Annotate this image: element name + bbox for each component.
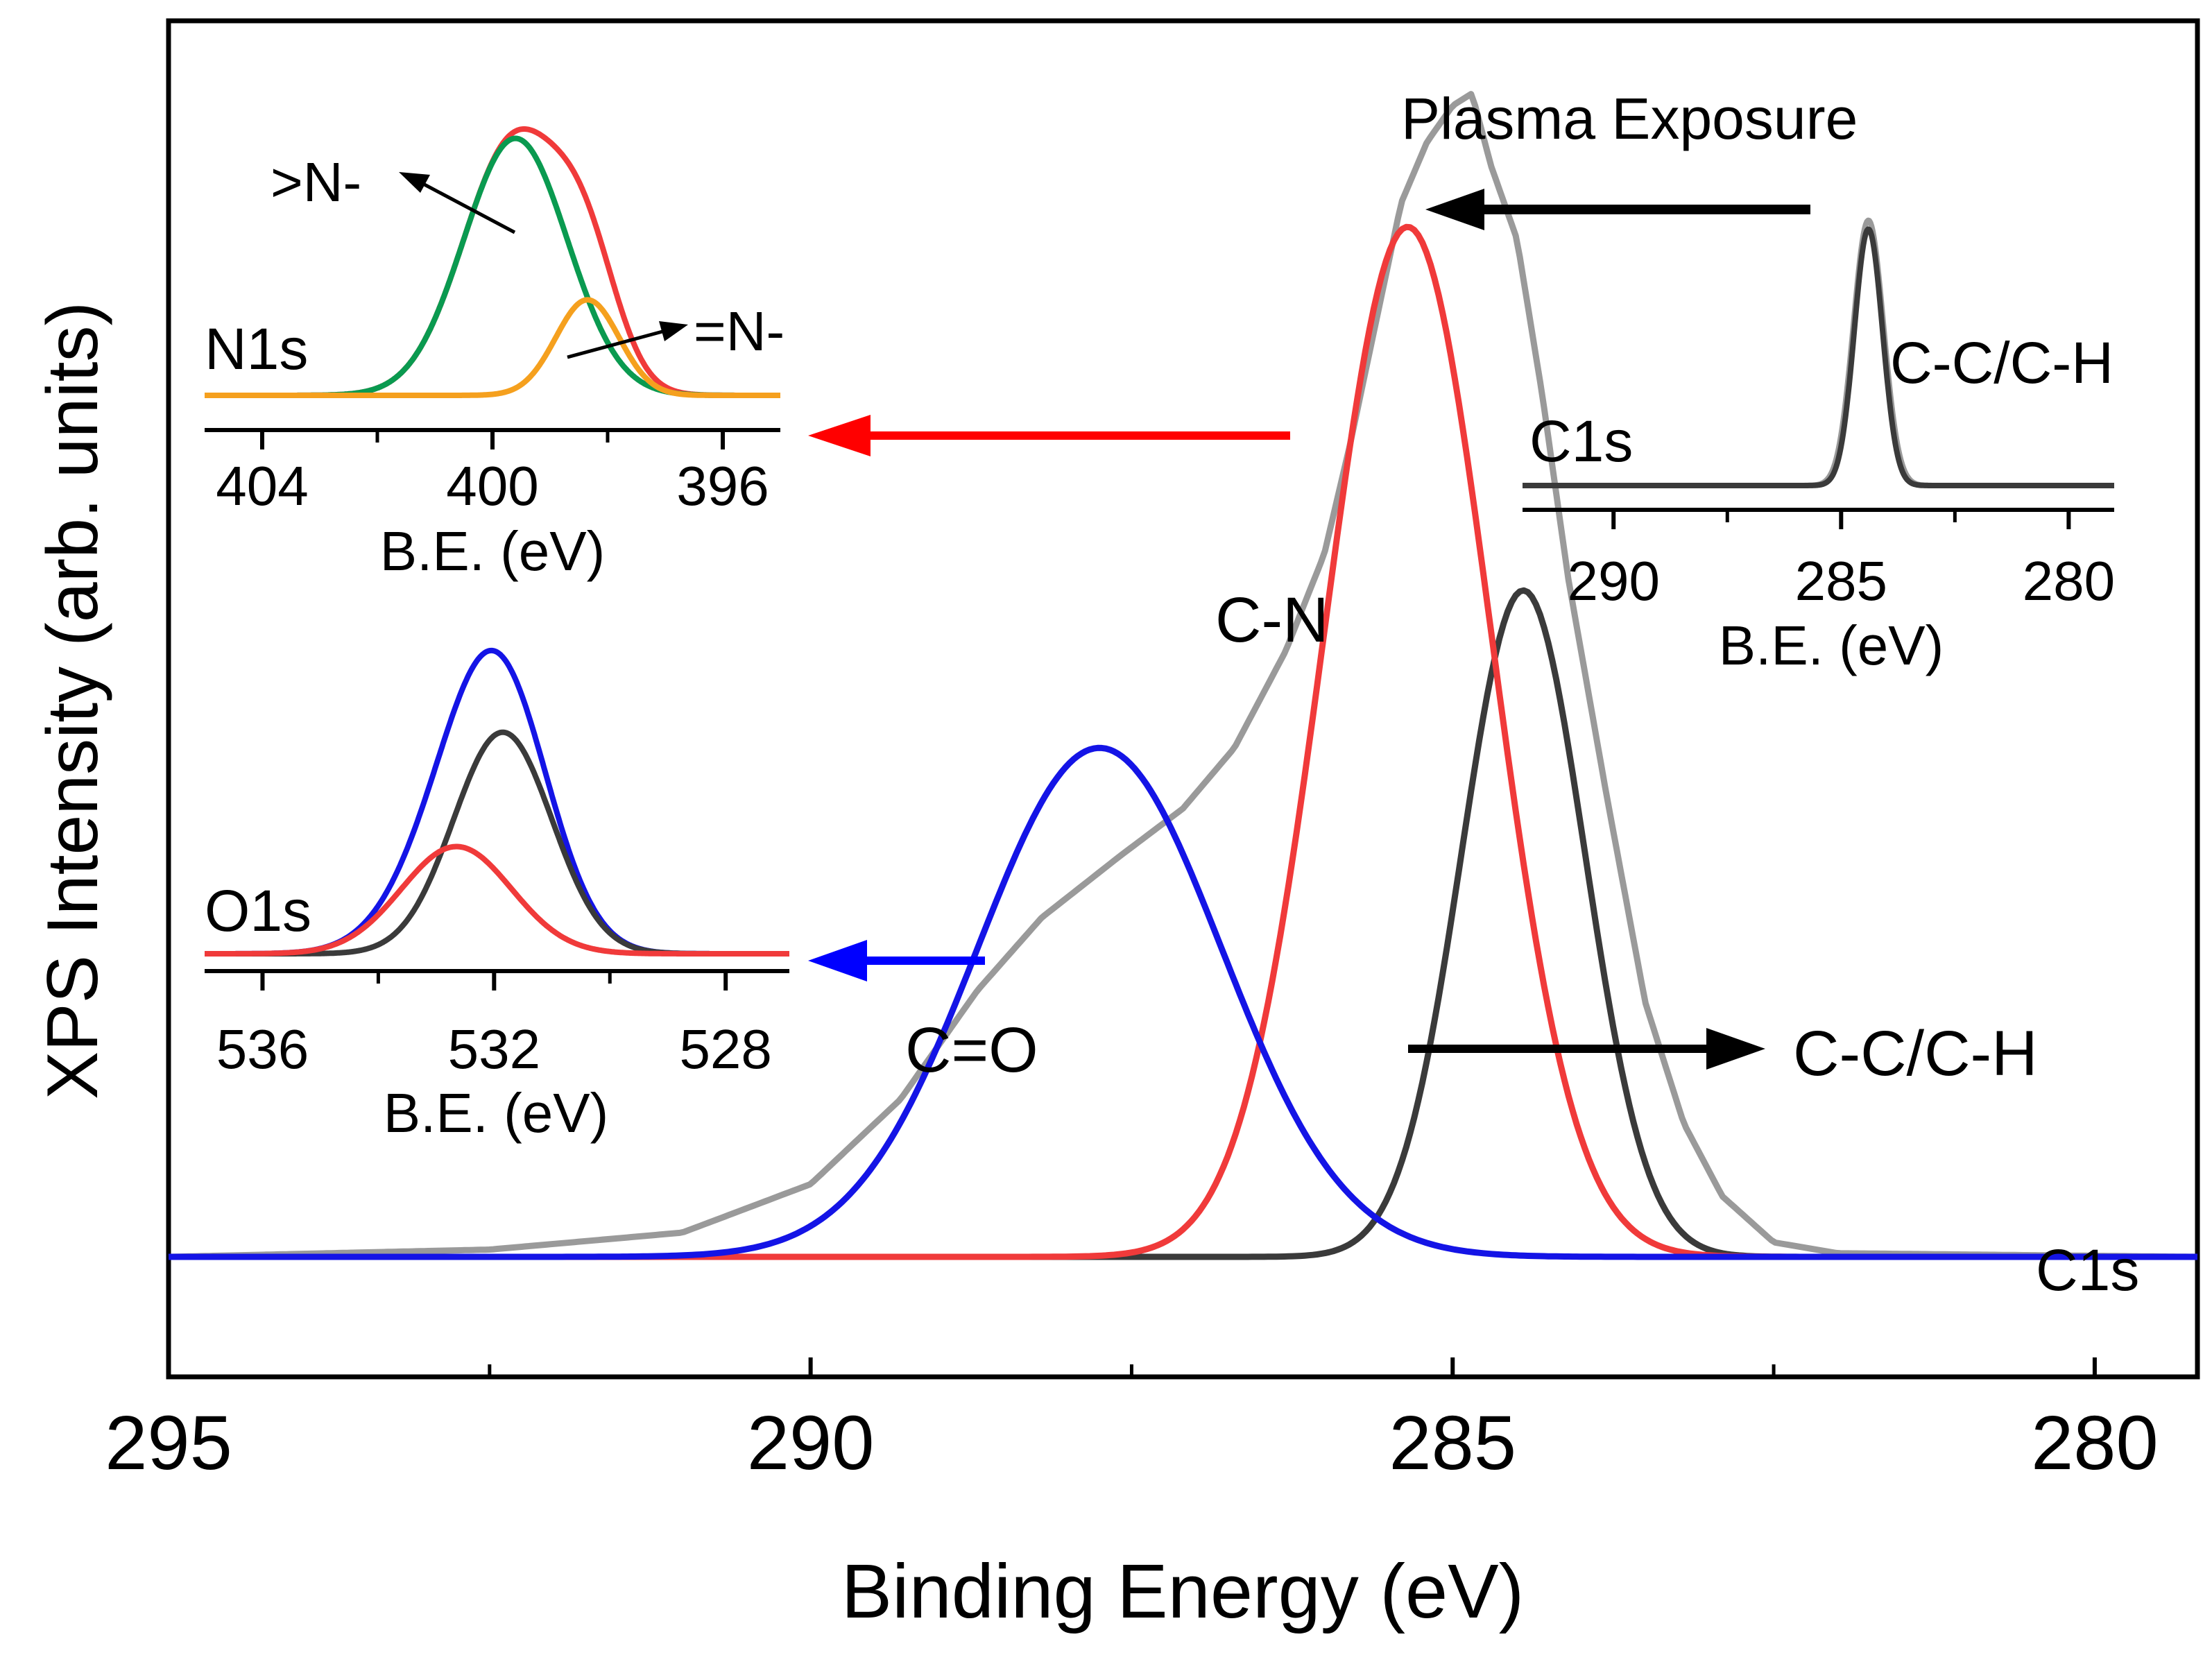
o1s-label: O1s [205,878,311,943]
main-curves [168,91,2198,1260]
c1s_inset-series-c-c-c-h-fit-before-plasma- [1520,226,2116,488]
plasma-exposure-label: Plasma Exposure [1401,86,1858,151]
c1s-main-label: C1s [2036,1237,2139,1303]
n1s-label: N1s [205,316,308,381]
n1s_inset-tick-label: 396 [676,455,769,517]
n1s-tertiary-n-label: >N- [271,151,361,213]
n1s-imine-n-label: =N- [694,300,785,362]
n1s-xlabel: B.E. (eV) [380,520,606,582]
o1s-x-ticks: 536 532 528 [216,971,772,1080]
main-xlabel: Binding Energy (eV) [841,1549,1524,1634]
cc-label-arrow [1408,1028,1765,1070]
co-peak-label: C=O [905,1015,1038,1086]
c1s_inset-tick-label: 280 [2023,550,2115,612]
o1s_inset-tick-label: 532 [448,1018,540,1080]
cn-to-n1s-arrow [808,415,1290,456]
c1s-inset: 290 285 280 C1s B.E. (eV) C-C/C-H [1520,217,2116,676]
c1s-x-ticks: 290 285 280 [1567,510,2115,612]
o1s_inset-tick-label: 536 [216,1018,309,1080]
c1s-inset-xlabel: B.E. (eV) [1719,615,1944,676]
c1s-inset-cc-label: C-C/C-H [1890,330,2114,395]
c1s_inset-tick-label: 290 [1567,550,1659,612]
co-to-o1s-arrow [808,940,985,981]
n1s-x-ticks: 404 400 396 [216,430,769,517]
o1s_inset-series-o1s-component-2 [203,843,791,957]
n1s-tertiary-n-arrow [399,172,516,234]
c1s-inset-label: C1s [1529,409,1633,474]
o1s_inset-tick-label: 528 [679,1018,771,1080]
n1s_inset-tick-label: 400 [446,455,538,517]
o1s-curves [203,647,791,957]
c1s-curves [1520,217,2116,488]
main-series-c-o-fit [169,744,2197,1260]
n1s_inset-series--n-component [203,297,782,398]
n1s_inset-tick-label: 404 [216,455,308,517]
main-ylabel: XPS Intensity (arb. units) [33,302,113,1099]
o1s-xlabel: B.E. (eV) [384,1082,609,1144]
main-plot-frame [166,18,2200,1380]
main-series-raw-c1s [168,91,2198,1260]
plasma-exposure-arrow [1425,189,1810,230]
main-series-c-c-c-h-fit [169,587,2197,1260]
main-tick-label: 290 [747,1400,875,1486]
main-tick-label: 295 [105,1400,232,1486]
n1s-inset: 404 400 396 N1s B.E. (eV) >N- =N- [203,126,785,582]
o1s-inset: 536 532 528 O1s B.E. (eV) [203,647,791,1144]
main-tick-label: 280 [2031,1400,2159,1486]
main-x-ticks: 295 290 285 280 [105,1357,2159,1486]
cn-peak-label: C-N [1215,585,1329,655]
main-tick-label: 285 [1389,1400,1517,1486]
n1s-curves [203,126,782,398]
cc-peak-label: C-C/C-H [1793,1018,2038,1089]
c1s_inset-tick-label: 285 [1795,550,1887,612]
n1s-imine-n-arrow [567,321,688,359]
